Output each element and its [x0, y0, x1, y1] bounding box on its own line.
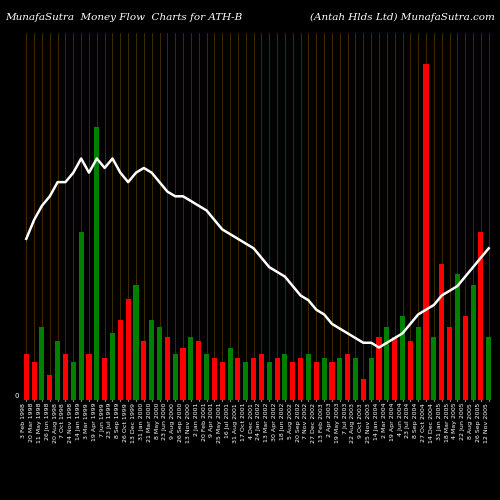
- Bar: [204, 354, 209, 400]
- Bar: [424, 64, 428, 400]
- Bar: [470, 284, 476, 400]
- Bar: [118, 320, 123, 400]
- Bar: [314, 362, 319, 400]
- Bar: [266, 362, 272, 400]
- Bar: [416, 326, 420, 400]
- Bar: [478, 232, 484, 400]
- Bar: [486, 337, 492, 400]
- Bar: [126, 299, 130, 400]
- Text: MunafaSutra  Money Flow  Charts for ATH-B: MunafaSutra Money Flow Charts for ATH-B: [5, 12, 242, 22]
- Bar: [142, 341, 146, 400]
- Bar: [188, 337, 194, 400]
- Bar: [251, 358, 256, 400]
- Bar: [345, 354, 350, 400]
- Bar: [243, 362, 248, 400]
- Bar: [376, 337, 382, 400]
- Bar: [63, 354, 68, 400]
- Bar: [298, 358, 303, 400]
- Bar: [78, 232, 84, 400]
- Bar: [40, 326, 44, 400]
- Bar: [274, 358, 280, 400]
- Bar: [306, 354, 311, 400]
- Bar: [55, 341, 60, 400]
- Bar: [447, 326, 452, 400]
- Bar: [408, 341, 413, 400]
- Bar: [384, 326, 390, 400]
- Bar: [282, 354, 288, 400]
- Bar: [212, 358, 217, 400]
- Bar: [149, 320, 154, 400]
- Bar: [290, 362, 296, 400]
- Bar: [71, 362, 76, 400]
- Bar: [165, 337, 170, 400]
- Bar: [400, 316, 405, 400]
- Bar: [392, 337, 397, 400]
- Bar: [228, 348, 232, 400]
- Bar: [220, 362, 225, 400]
- Bar: [432, 337, 436, 400]
- Bar: [338, 358, 342, 400]
- Bar: [134, 284, 138, 400]
- Bar: [196, 341, 202, 400]
- Bar: [361, 379, 366, 400]
- Bar: [94, 127, 100, 400]
- Bar: [330, 362, 334, 400]
- Bar: [259, 354, 264, 400]
- Bar: [24, 354, 29, 400]
- Bar: [439, 264, 444, 400]
- Bar: [322, 358, 326, 400]
- Bar: [32, 362, 36, 400]
- Bar: [110, 333, 115, 400]
- Bar: [172, 354, 178, 400]
- Text: (Antah Hlds Ltd) MunafaSutra.com: (Antah Hlds Ltd) MunafaSutra.com: [310, 12, 495, 22]
- Bar: [102, 358, 107, 400]
- Bar: [47, 375, 52, 400]
- Bar: [353, 358, 358, 400]
- Bar: [86, 354, 92, 400]
- Bar: [157, 326, 162, 400]
- Bar: [236, 358, 240, 400]
- Bar: [180, 348, 186, 400]
- Bar: [368, 358, 374, 400]
- Bar: [462, 316, 468, 400]
- Bar: [455, 274, 460, 400]
